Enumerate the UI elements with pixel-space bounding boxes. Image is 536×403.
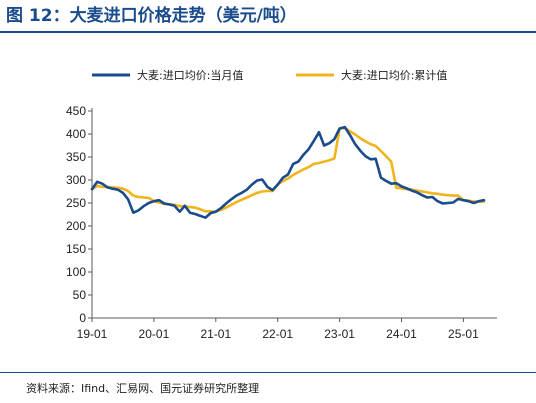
footer-rule [0, 372, 536, 373]
legend-label-monthly: 大麦:进口均价:当月值 [137, 68, 243, 82]
x-tick-label: 23-01 [324, 327, 355, 341]
y-tick-label: 0 [79, 311, 86, 325]
series-line-monthly [90, 125, 486, 219]
y-tick-label: 50 [73, 288, 87, 302]
title-underline [0, 31, 536, 33]
axes: 0 50 100 150 200 250 300 350 400 450 19-01 20-01 21-… [66, 104, 497, 341]
plot-area [90, 125, 486, 219]
x-tick-label: 24-01 [386, 327, 417, 341]
y-tick-label: 300 [66, 173, 86, 187]
x-tick-label: 19-01 [77, 327, 108, 341]
y-tick-label: 200 [66, 219, 86, 233]
x-tick-label: 21-01 [200, 327, 231, 341]
legend: 大麦:进口均价:当月值 大麦:进口均价:累计值 [92, 68, 447, 82]
y-tick-label: 100 [66, 265, 86, 279]
x-tick-label: 22-01 [262, 327, 293, 341]
y-tick-label: 150 [66, 242, 86, 256]
line-chart: 大麦:进口均价:当月值 大麦:进口均价:累计值 0 50 100 150 200 250 3… [66, 68, 497, 341]
y-tick-label: 250 [66, 196, 86, 210]
y-tick-label: 450 [66, 104, 86, 118]
legend-label-cumulative: 大麦:进口均价:累计值 [341, 68, 447, 82]
source-note: 资料来源：Ifind、汇易网、国元证券研究所整理 [26, 382, 260, 395]
x-tick-label: 25-01 [448, 327, 479, 341]
y-tick-label: 350 [66, 150, 86, 164]
series-line-cumulative [90, 126, 486, 213]
x-tick-label: 20-01 [139, 327, 170, 341]
figure-title: 图 12：大麦进口价格走势（美元/吨） [6, 6, 297, 26]
y-tick-label: 400 [66, 127, 86, 141]
